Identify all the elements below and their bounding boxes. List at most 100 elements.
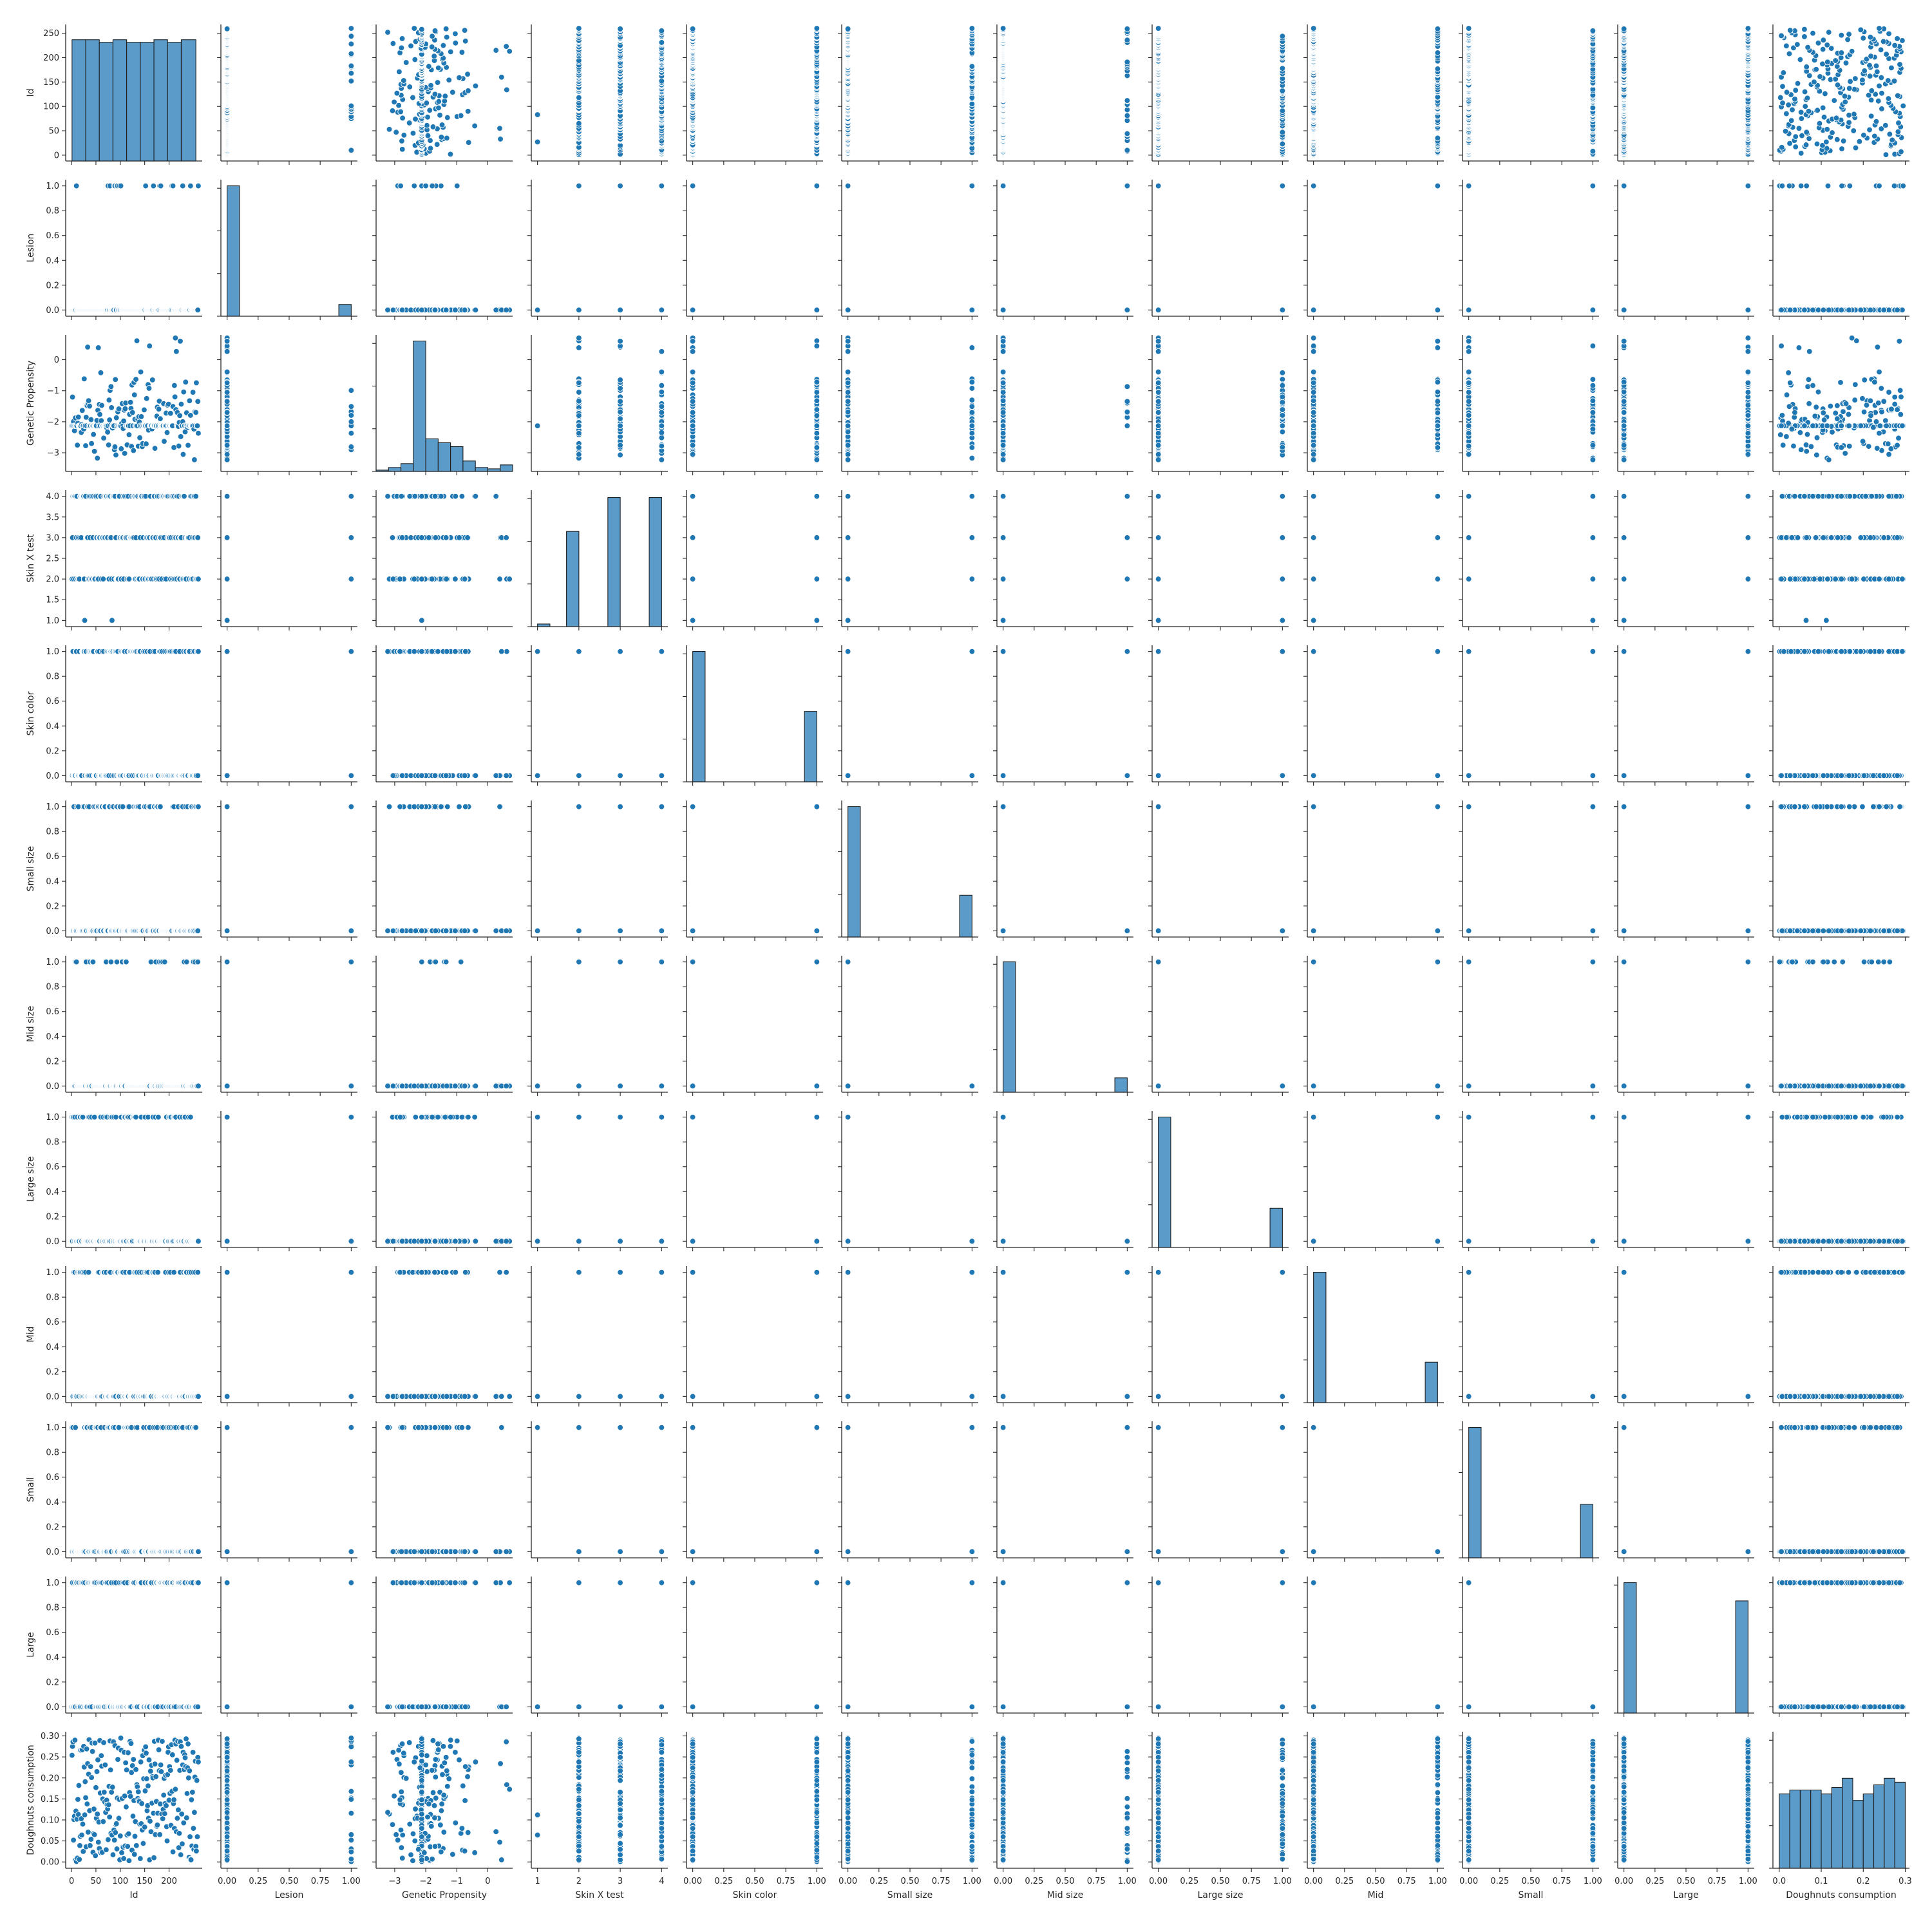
scatter-point [390,41,396,46]
scatter-point [535,139,540,145]
panel-lesion-vs-id [69,183,201,313]
scatter-point [1886,96,1891,102]
scatter-point [535,112,540,118]
scatter-point [440,43,446,48]
scatter-point [348,41,354,47]
scatter-point [1843,60,1849,66]
scatter-point [1798,109,1804,115]
scatter-point [1124,147,1130,153]
scatter-point [1857,138,1862,144]
scatter-point [1155,26,1161,32]
scatter-point [1787,28,1793,33]
scatter-point [814,26,820,32]
scatter-point [459,50,465,55]
scatter-point [444,135,450,141]
scatter-point [1821,114,1827,120]
scatter-point [1860,77,1866,83]
scatter-point [659,28,665,33]
scatter-point [1824,126,1830,132]
scatter-point [1799,116,1804,122]
scatter-point [1882,122,1888,128]
histogram-bar-id-6 [154,40,167,161]
scatter-point [1788,118,1794,124]
panel-id-vs-mid-size [1000,26,1130,158]
scatter-point [1124,107,1130,113]
scatter-point [1815,40,1821,46]
scatter-point [1124,26,1130,32]
scatter-point [1280,108,1285,114]
scatter-point [348,33,354,39]
scatter-point [1794,42,1800,48]
scatter-point [408,43,414,49]
scatter-point [1848,79,1853,84]
scatter-point [1891,78,1897,84]
scatter-point [453,40,459,46]
scatter-point [348,26,354,32]
scatter-point [453,31,459,37]
scatter-point [1796,126,1802,131]
scatter-point [458,113,464,118]
scatter-point [436,99,442,104]
scatter-point [424,122,430,128]
scatter-point [1833,115,1839,121]
scatter-point [1795,80,1801,86]
scatter-point [1790,107,1795,113]
scatter-point [1896,120,1902,126]
scatter-point [504,87,509,93]
scatter-point [399,146,405,152]
scatter-point [457,75,462,80]
scatter-point [1868,113,1874,119]
scatter-point [1786,51,1792,57]
scatter-point [1846,120,1852,126]
scatter-point [1826,30,1832,35]
scatter-point [1899,149,1904,155]
scatter-point [1804,95,1810,101]
scatter-point [466,88,471,94]
scatter-point [507,48,513,54]
panel-id-vs-lesion [224,26,354,158]
scatter-point [1806,136,1812,142]
scatter-point [348,103,354,109]
scatter-point [1311,26,1316,32]
scatter-point [410,130,416,136]
scatter-point [1846,32,1852,37]
scatter-point [1820,105,1826,111]
scatter-point [1590,148,1596,154]
scatter-point [969,64,975,70]
marks-layer [69,26,1906,1868]
scatter-point [1884,52,1889,57]
scatter-point [430,124,436,130]
scatter-point [400,115,406,121]
scatter-point [1862,68,1868,74]
scatter-point [412,26,417,32]
scatter-point [410,95,416,100]
scatter-point [1853,145,1859,151]
scatter-point [419,26,424,32]
scatter-point [403,60,409,66]
histogram-bar-id-2 [99,43,113,161]
scatter-point [1810,30,1816,36]
scatter-point [1885,78,1891,84]
histogram-bar-id-5 [140,43,154,161]
panel-id-vs-small [1466,26,1596,158]
scatter-point [224,26,230,32]
scatter-point [1124,37,1130,43]
scatter-point [1874,69,1880,75]
panel-id-vs-large [1621,26,1751,158]
scatter-point [399,138,405,144]
scatter-point [436,105,442,111]
scatter-point [576,120,582,126]
scatter-point [1793,144,1799,150]
scatter-point [1877,83,1882,89]
scatter-point [462,28,468,33]
scatter-point [1777,95,1783,100]
scatter-point [1786,102,1792,108]
scatter-point [1824,42,1830,48]
scatter-point [1814,141,1820,147]
histogram-bar-id-3 [113,40,126,161]
scatter-point [1873,63,1879,69]
scatter-point [1821,37,1826,43]
scatter-point [348,147,354,153]
scatter-point [401,132,407,138]
scatter-point [1779,144,1785,150]
